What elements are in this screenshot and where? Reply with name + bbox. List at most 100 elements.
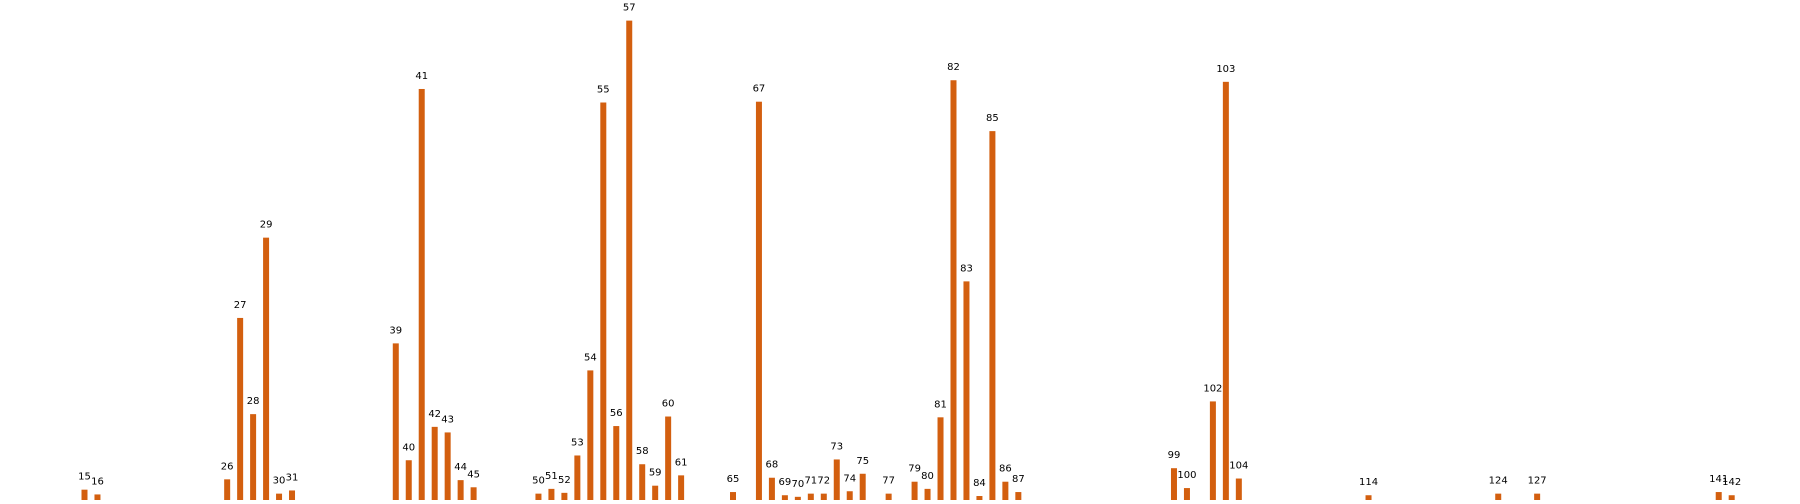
bar-label-73: 73 [830, 441, 843, 452]
bars-group [81, 20, 1735, 501]
bar-74 [846, 491, 853, 500]
bar-label-83: 83 [960, 263, 973, 274]
bar-69 [781, 495, 788, 500]
bar-81 [937, 417, 944, 500]
bar-label-39: 39 [389, 325, 402, 336]
bar-label-80: 80 [921, 471, 934, 482]
bar-100 [1183, 488, 1190, 500]
bar-label-79: 79 [908, 464, 921, 475]
bar-label-85: 85 [986, 113, 999, 124]
bar-label-124: 124 [1489, 476, 1508, 487]
bar-127 [1534, 493, 1541, 500]
bar-label-77: 77 [882, 476, 895, 487]
bar-label-16: 16 [91, 476, 104, 487]
bar-87 [1015, 492, 1022, 500]
bar-41 [418, 88, 425, 500]
bar-label-99: 99 [1168, 450, 1181, 461]
bar-label-60: 60 [662, 399, 675, 410]
bar-40 [405, 460, 412, 500]
bar-label-141: 141 [1709, 474, 1728, 485]
bar-label-70: 70 [791, 479, 804, 490]
bar-29 [263, 237, 270, 500]
bar-75 [859, 473, 866, 500]
bar-31 [289, 490, 296, 500]
bar-label-50: 50 [532, 476, 545, 487]
bar-label-43: 43 [441, 414, 454, 425]
bar-label-53: 53 [571, 437, 584, 448]
bar-label-81: 81 [934, 399, 947, 410]
bar-70 [794, 496, 801, 500]
bar-label-127: 127 [1528, 476, 1547, 487]
bar-51 [548, 488, 555, 500]
bar-label-84: 84 [973, 478, 986, 489]
bar-label-86: 86 [999, 464, 1012, 475]
bar-142 [1728, 495, 1735, 500]
bar-label-28: 28 [247, 396, 260, 407]
bar-54 [587, 370, 594, 500]
bar-26 [224, 479, 231, 500]
bar-114 [1365, 495, 1372, 500]
bar-label-26: 26 [221, 461, 234, 472]
bar-label-103: 103 [1216, 64, 1235, 75]
bar-27 [237, 317, 244, 500]
bar-141 [1715, 492, 1722, 500]
bar-15 [81, 489, 88, 501]
bar-58 [639, 464, 646, 500]
bar-53 [574, 455, 581, 500]
bar-label-15: 15 [78, 472, 91, 483]
bar-label-100: 100 [1177, 470, 1196, 481]
bar-label-65: 65 [727, 474, 740, 485]
bar-label-67: 67 [753, 84, 766, 95]
bar-label-68: 68 [766, 460, 779, 471]
bar-73 [833, 459, 840, 500]
bar-label-51: 51 [545, 471, 558, 482]
bar-86 [1002, 481, 1009, 500]
bar-label-72: 72 [817, 476, 830, 487]
bar-65 [730, 492, 736, 500]
bar-label-69: 69 [779, 477, 792, 488]
bar-label-142: 142 [1722, 477, 1741, 488]
bar-label-75: 75 [856, 456, 869, 467]
bar-99 [1170, 468, 1177, 500]
bar-label-41: 41 [415, 71, 428, 82]
bar-42 [431, 426, 438, 500]
bar-77 [885, 493, 892, 500]
bar-103 [1222, 81, 1229, 500]
bar-80 [924, 488, 931, 500]
bar-label-57: 57 [623, 3, 636, 14]
bar-label-58: 58 [636, 446, 649, 457]
bar-61 [678, 475, 685, 500]
bar-71 [807, 493, 814, 500]
bar-label-30: 30 [273, 476, 286, 487]
bar-28 [250, 414, 257, 500]
bar-72 [820, 493, 827, 500]
bar-59 [652, 485, 659, 500]
bar-label-71: 71 [804, 476, 817, 487]
bar-label-55: 55 [597, 85, 610, 96]
bar-16 [94, 494, 101, 500]
bar-57 [626, 20, 633, 501]
bar-label-87: 87 [1012, 474, 1025, 485]
bar-79 [911, 481, 918, 500]
bar-102 [1209, 401, 1216, 500]
bar-55 [600, 102, 607, 500]
bar-39 [392, 343, 399, 500]
bar-124 [1495, 493, 1502, 500]
bar-label-59: 59 [649, 468, 662, 479]
bar-85 [989, 131, 996, 500]
bar-label-45: 45 [467, 469, 480, 480]
bar-label-74: 74 [843, 473, 856, 484]
bar-label-29: 29 [260, 220, 273, 231]
bar-label-114: 114 [1359, 477, 1378, 488]
bar-label-56: 56 [610, 408, 623, 419]
bar-52 [561, 492, 568, 501]
bar-82 [950, 80, 957, 501]
bar-104 [1235, 478, 1242, 500]
bar-84 [976, 496, 983, 500]
bar-67 [755, 101, 762, 500]
bar-68 [768, 477, 775, 500]
bar-50 [535, 493, 542, 500]
bar-30 [276, 493, 283, 500]
